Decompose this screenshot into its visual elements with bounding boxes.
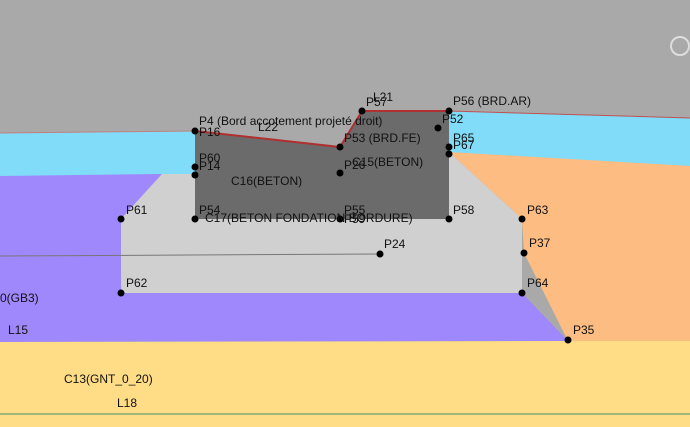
label: P35	[573, 323, 595, 337]
label: 0(GB3)	[0, 291, 39, 305]
label: P59	[344, 212, 366, 226]
point	[336, 143, 344, 151]
label: C15(BETON)	[352, 155, 423, 169]
point	[191, 163, 199, 171]
label: L15	[8, 323, 28, 337]
label: L22	[258, 120, 278, 134]
edge-left	[0, 130, 196, 134]
point	[564, 336, 572, 344]
layer-orange	[449, 152, 690, 341]
label: P24	[384, 237, 406, 251]
point	[434, 124, 442, 132]
label: P57	[366, 95, 388, 109]
point	[376, 250, 384, 258]
point	[445, 107, 453, 115]
label: P56 (BRD.AR)	[453, 94, 531, 108]
point	[518, 289, 526, 297]
label: P63	[527, 203, 549, 217]
label: P58	[453, 203, 475, 217]
label: P4 (Bord accotement projeté droit)	[199, 114, 382, 128]
label: L18	[117, 396, 137, 410]
label: P67	[453, 138, 475, 152]
label: P64	[527, 276, 549, 290]
label: P14	[199, 159, 221, 173]
point	[445, 215, 453, 223]
point	[518, 215, 526, 223]
point	[358, 107, 366, 115]
label: P37	[529, 236, 551, 250]
point	[191, 171, 199, 179]
label: P52	[442, 112, 464, 126]
nav-icon[interactable]	[670, 36, 690, 56]
point	[520, 249, 528, 257]
layer-purple	[0, 174, 568, 342]
layer-yellow	[0, 341, 690, 427]
point	[445, 150, 453, 158]
label: P16	[199, 125, 221, 139]
red-edge	[194, 110, 449, 149]
labels: P4 (Bord accotement projeté droit) P16 L…	[0, 90, 595, 410]
label: P62	[126, 276, 148, 290]
label: P26	[344, 158, 366, 172]
line-p24	[0, 253, 381, 257]
point	[117, 215, 125, 223]
point	[336, 169, 344, 177]
label: P60	[199, 151, 221, 165]
point	[191, 127, 199, 135]
point	[445, 143, 453, 151]
label: P54	[199, 203, 221, 217]
label: C16(BETON)	[231, 174, 302, 188]
layer-cyan-right	[449, 111, 690, 166]
point	[117, 289, 125, 297]
edge-right	[448, 110, 690, 119]
layer-lightgray	[121, 152, 522, 293]
points	[117, 107, 572, 344]
label: L21	[373, 90, 393, 104]
label: C13(GNT_0_20)	[64, 372, 153, 386]
layer-concrete	[195, 111, 449, 219]
layer-cyan-left	[0, 131, 195, 176]
label: P61	[126, 203, 148, 217]
label: P53 (BRD.FE)	[344, 131, 421, 145]
point	[191, 215, 199, 223]
point	[336, 215, 344, 223]
label: P55	[344, 203, 366, 217]
label: C17(BETON FONDATION BORDURE)	[205, 211, 413, 225]
label: P65	[453, 131, 475, 145]
